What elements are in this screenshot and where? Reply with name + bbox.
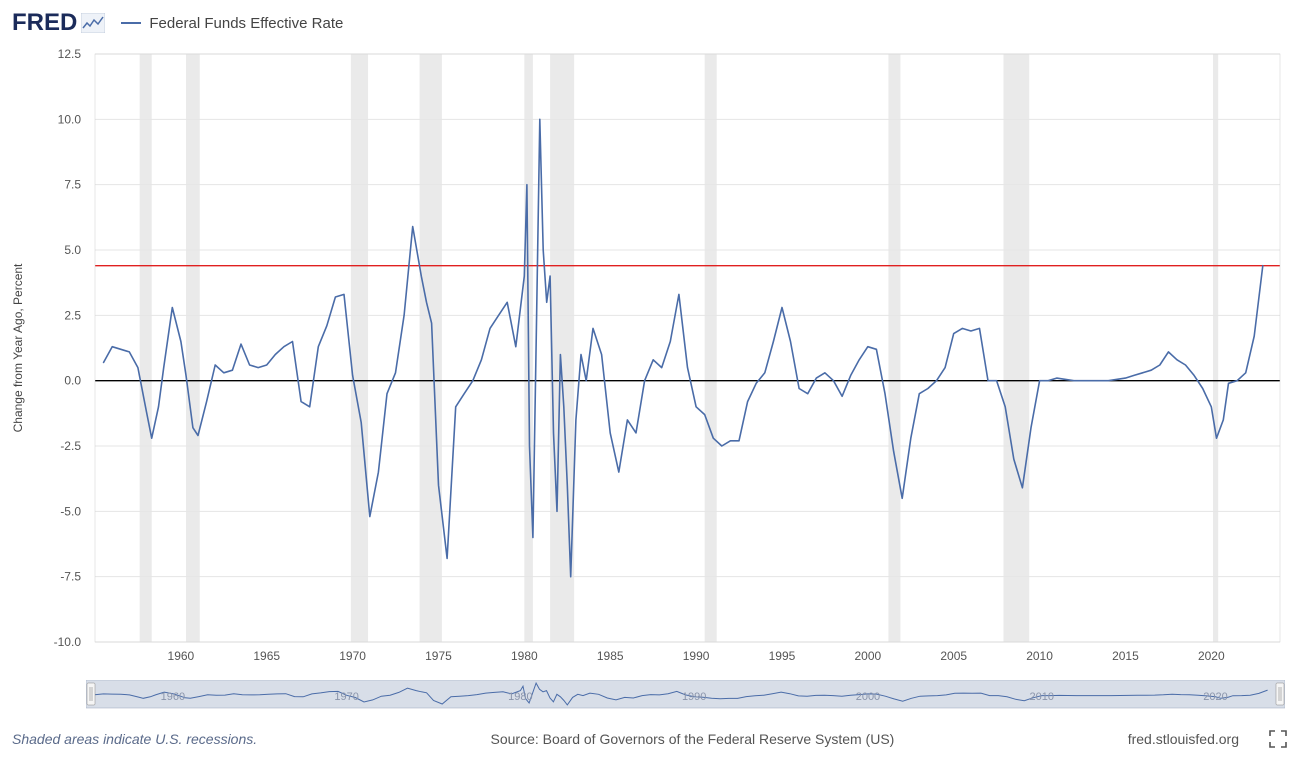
svg-text:1970: 1970 — [339, 649, 366, 663]
svg-text:1995: 1995 — [769, 649, 796, 663]
source-text: Source: Board of Governors of the Federa… — [491, 731, 895, 747]
main-chart: -10.0 -7.5 -5.0 -2.5 0.0 2.5 5.0 7.5 10.0 12.5 196… — [0, 0, 1299, 672]
svg-text:0.0: 0.0 — [64, 374, 81, 388]
svg-text:1970: 1970 — [334, 691, 358, 703]
svg-text:1990: 1990 — [683, 649, 710, 663]
svg-text:2020: 2020 — [1198, 649, 1225, 663]
svg-text:1980: 1980 — [511, 649, 538, 663]
site-credit: fred.stlouisfed.org — [1128, 731, 1239, 747]
svg-text:2010: 2010 — [1029, 691, 1053, 703]
svg-text:Change from Year Ago, Percent: Change from Year Ago, Percent — [11, 263, 25, 432]
svg-text:2020: 2020 — [1203, 691, 1227, 703]
svg-text:2015: 2015 — [1112, 649, 1139, 663]
svg-text:1980: 1980 — [508, 691, 532, 703]
svg-text:1975: 1975 — [425, 649, 452, 663]
svg-text:1985: 1985 — [597, 649, 624, 663]
svg-text:1990: 1990 — [682, 691, 706, 703]
svg-text:1960: 1960 — [168, 649, 195, 663]
svg-text:2.5: 2.5 — [64, 308, 81, 322]
svg-text:2005: 2005 — [940, 649, 967, 663]
fullscreen-icon[interactable] — [1269, 730, 1287, 748]
svg-text:2010: 2010 — [1026, 649, 1053, 663]
svg-text:-5.0: -5.0 — [60, 504, 81, 518]
svg-text:7.5: 7.5 — [64, 178, 81, 192]
svg-text:-10.0: -10.0 — [54, 635, 82, 649]
svg-text:-2.5: -2.5 — [60, 439, 81, 453]
overview-range-slider[interactable]: 1960 1970 1980 1990 2000 2010 2020 — [86, 680, 1285, 710]
svg-text:10.0: 10.0 — [58, 112, 82, 126]
svg-text:1965: 1965 — [253, 649, 280, 663]
svg-text:-7.5: -7.5 — [60, 570, 81, 584]
chart-footer: Shaded areas indicate U.S. recessions. S… — [12, 727, 1287, 751]
svg-text:2000: 2000 — [854, 649, 881, 663]
recessions-note: Shaded areas indicate U.S. recessions. — [12, 731, 257, 747]
svg-text:1960: 1960 — [161, 691, 185, 703]
svg-text:5.0: 5.0 — [64, 243, 81, 257]
svg-text:2000: 2000 — [856, 691, 880, 703]
svg-text:12.5: 12.5 — [58, 47, 82, 61]
